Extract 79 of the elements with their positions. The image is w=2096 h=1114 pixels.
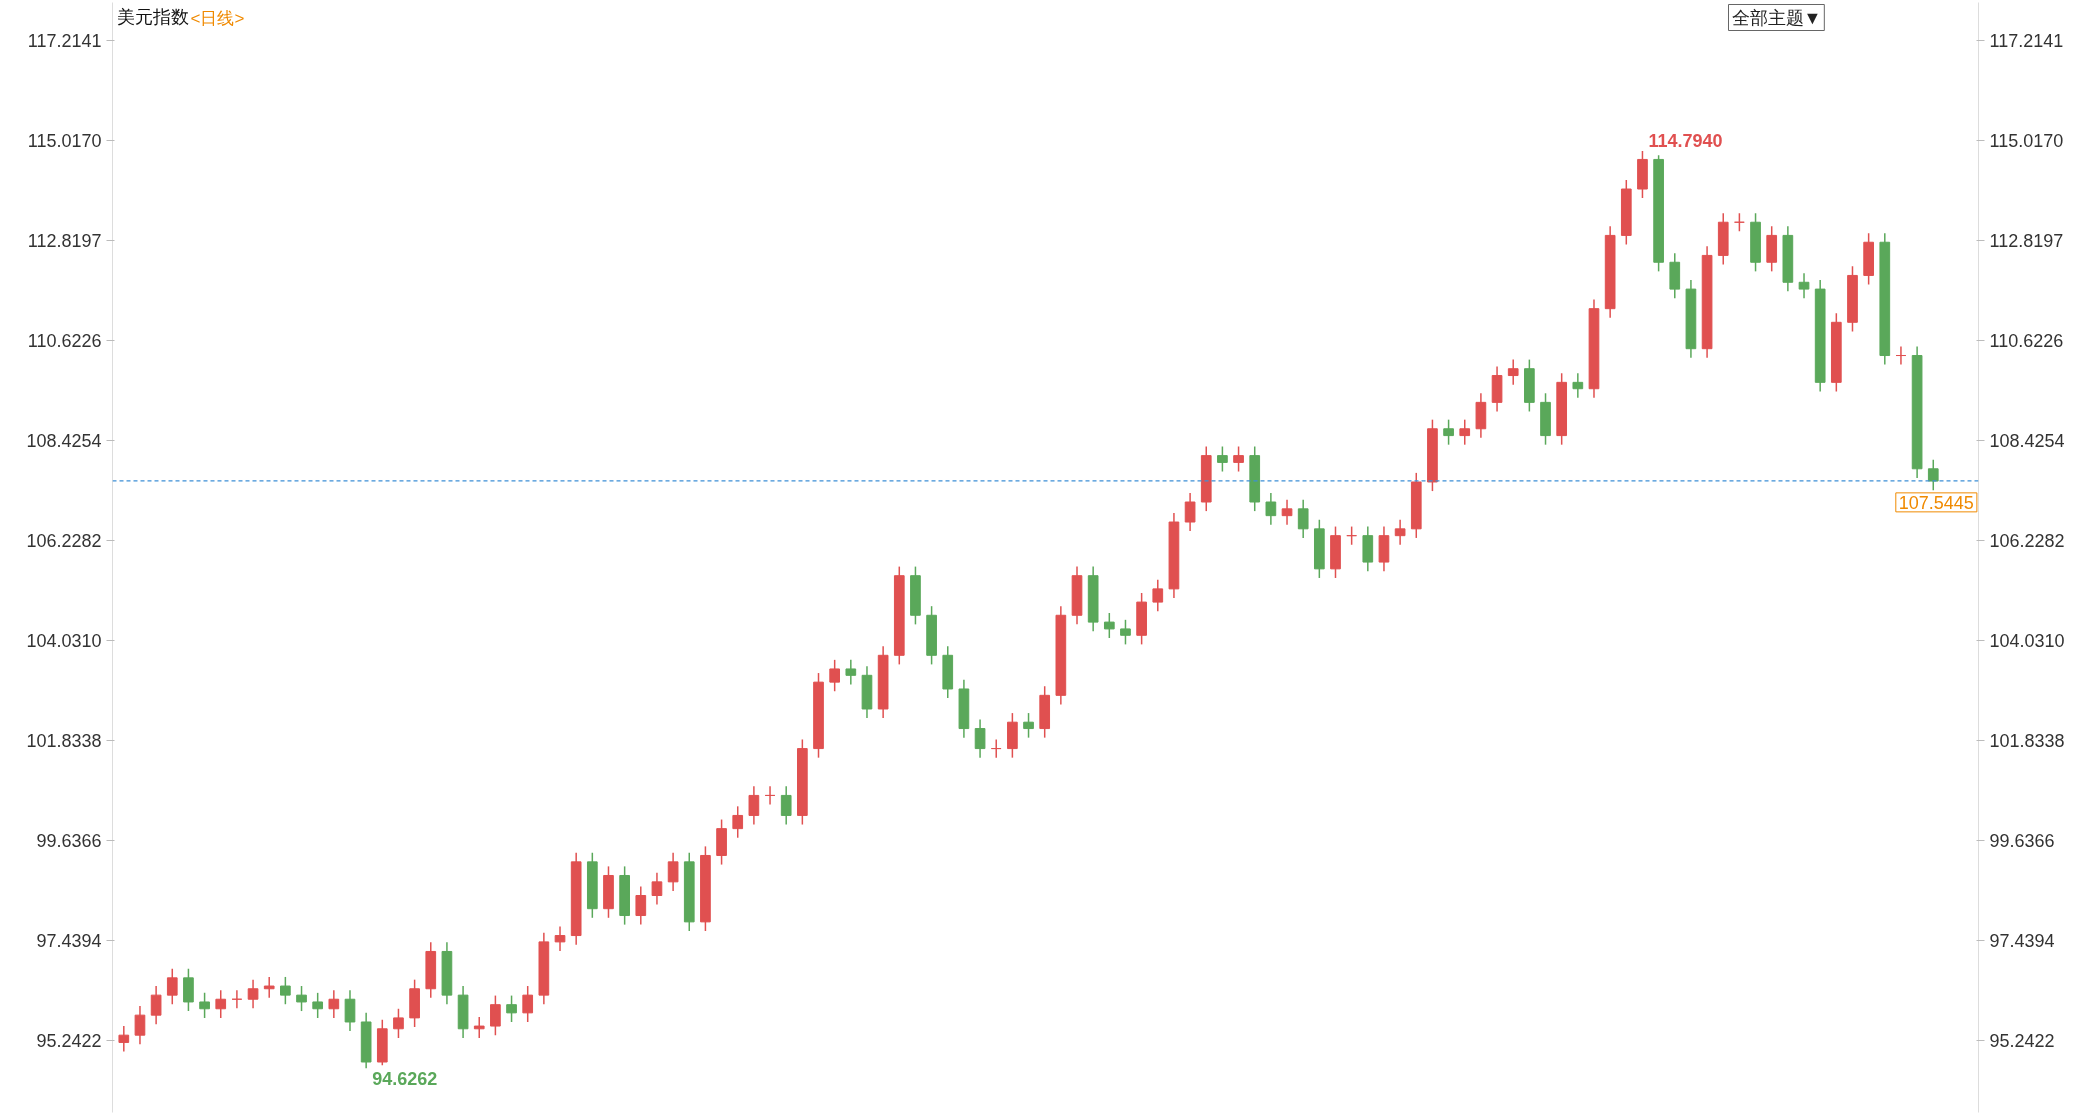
y2-tick-label: 95.2422	[1989, 1031, 2055, 1052]
candlestick	[118, 1025, 130, 1053]
y2-tick-label: 117.2141	[1989, 31, 2064, 52]
candlestick	[1281, 498, 1293, 526]
y-tick-label: 104.0310	[26, 631, 102, 652]
y2-tick-label: 104.0310	[1989, 631, 2065, 652]
y-tick-label: 106.2282	[26, 531, 102, 552]
candlestick	[1507, 358, 1519, 386]
candlestick	[780, 785, 792, 826]
candlestick	[1394, 518, 1406, 546]
candlestick	[732, 805, 744, 839]
candlestick	[231, 989, 243, 1010]
y2-tick-label: 108.4254	[1989, 431, 2065, 452]
candlestick	[829, 659, 841, 692]
annotation: 全部主题▼	[1731, 7, 1822, 28]
y2-tick-label: 97.4394	[1989, 931, 2055, 952]
candlestick	[1152, 579, 1164, 612]
candlestick	[1346, 525, 1357, 546]
candlestick	[473, 1016, 485, 1039]
chart-subtitle: <日线>	[190, 8, 245, 28]
candlestick	[1443, 418, 1454, 446]
candlestick	[667, 851, 679, 892]
y-tick-label: 112.8197	[27, 231, 102, 252]
candlestick	[263, 976, 275, 999]
candlestick	[150, 985, 162, 1025]
candlestick	[1459, 418, 1471, 446]
candlestick	[990, 738, 1002, 759]
candlestick	[845, 659, 857, 686]
chart-title: 美元指数	[116, 6, 189, 27]
candlestick	[506, 994, 517, 1023]
candlestick	[296, 985, 307, 1012]
candlestick	[134, 1005, 146, 1046]
candlestick	[1103, 612, 1115, 639]
y2-tick-label: 112.8197	[1989, 231, 2064, 252]
y-tick-label: 115.0170	[27, 131, 102, 152]
annotation: 94.6262	[372, 1069, 438, 1090]
candlestick	[199, 992, 210, 1019]
candlestick	[1297, 498, 1309, 539]
y2-tick-label: 101.8338	[1989, 731, 2065, 752]
candlestick	[554, 925, 566, 952]
annotation: 114.7940	[1648, 131, 1723, 152]
candlestick	[393, 1008, 404, 1039]
y-tick-label: 110.6226	[27, 331, 102, 352]
y-tick-label: 108.4254	[26, 431, 102, 452]
candlestick	[1217, 445, 1228, 473]
y-tick-label: 99.6366	[36, 831, 102, 852]
candlestick	[1120, 619, 1131, 646]
candlestick	[1233, 445, 1244, 473]
candlestick	[247, 978, 259, 1010]
candlestick	[1927, 458, 1939, 491]
candlestick	[1184, 492, 1196, 532]
candlestick	[748, 785, 760, 826]
candlestick	[1734, 212, 1745, 233]
ref-line-label: 107.5445	[1898, 492, 1974, 513]
candlestick	[490, 994, 501, 1036]
candlestick	[764, 785, 776, 806]
candlestick	[651, 872, 663, 906]
y-tick-label: 117.2141	[27, 31, 102, 52]
candlestick	[344, 989, 356, 1032]
candlestick	[280, 976, 291, 1005]
candlestick	[1798, 272, 1810, 299]
y2-tick-label: 106.2282	[1989, 531, 2065, 552]
candlestick	[635, 885, 647, 926]
candlestick	[1265, 492, 1277, 526]
y-tick-label: 101.8338	[26, 731, 102, 752]
candlestick	[1572, 372, 1584, 399]
candlestick	[166, 968, 178, 1005]
candlestick	[1895, 345, 1907, 366]
y2-tick-label: 99.6366	[1989, 831, 2055, 852]
candlestick	[312, 992, 324, 1019]
y-tick-label: 95.2422	[36, 1031, 102, 1052]
y-tick-label: 97.4394	[36, 931, 102, 952]
y2-tick-label: 115.0170	[1989, 131, 2064, 152]
y2-tick-label: 110.6226	[1989, 331, 2064, 352]
candlestick	[522, 985, 534, 1023]
candlestick	[974, 718, 986, 759]
candlestick	[328, 989, 340, 1019]
candlestick	[215, 989, 227, 1019]
candlestick	[1023, 712, 1034, 739]
